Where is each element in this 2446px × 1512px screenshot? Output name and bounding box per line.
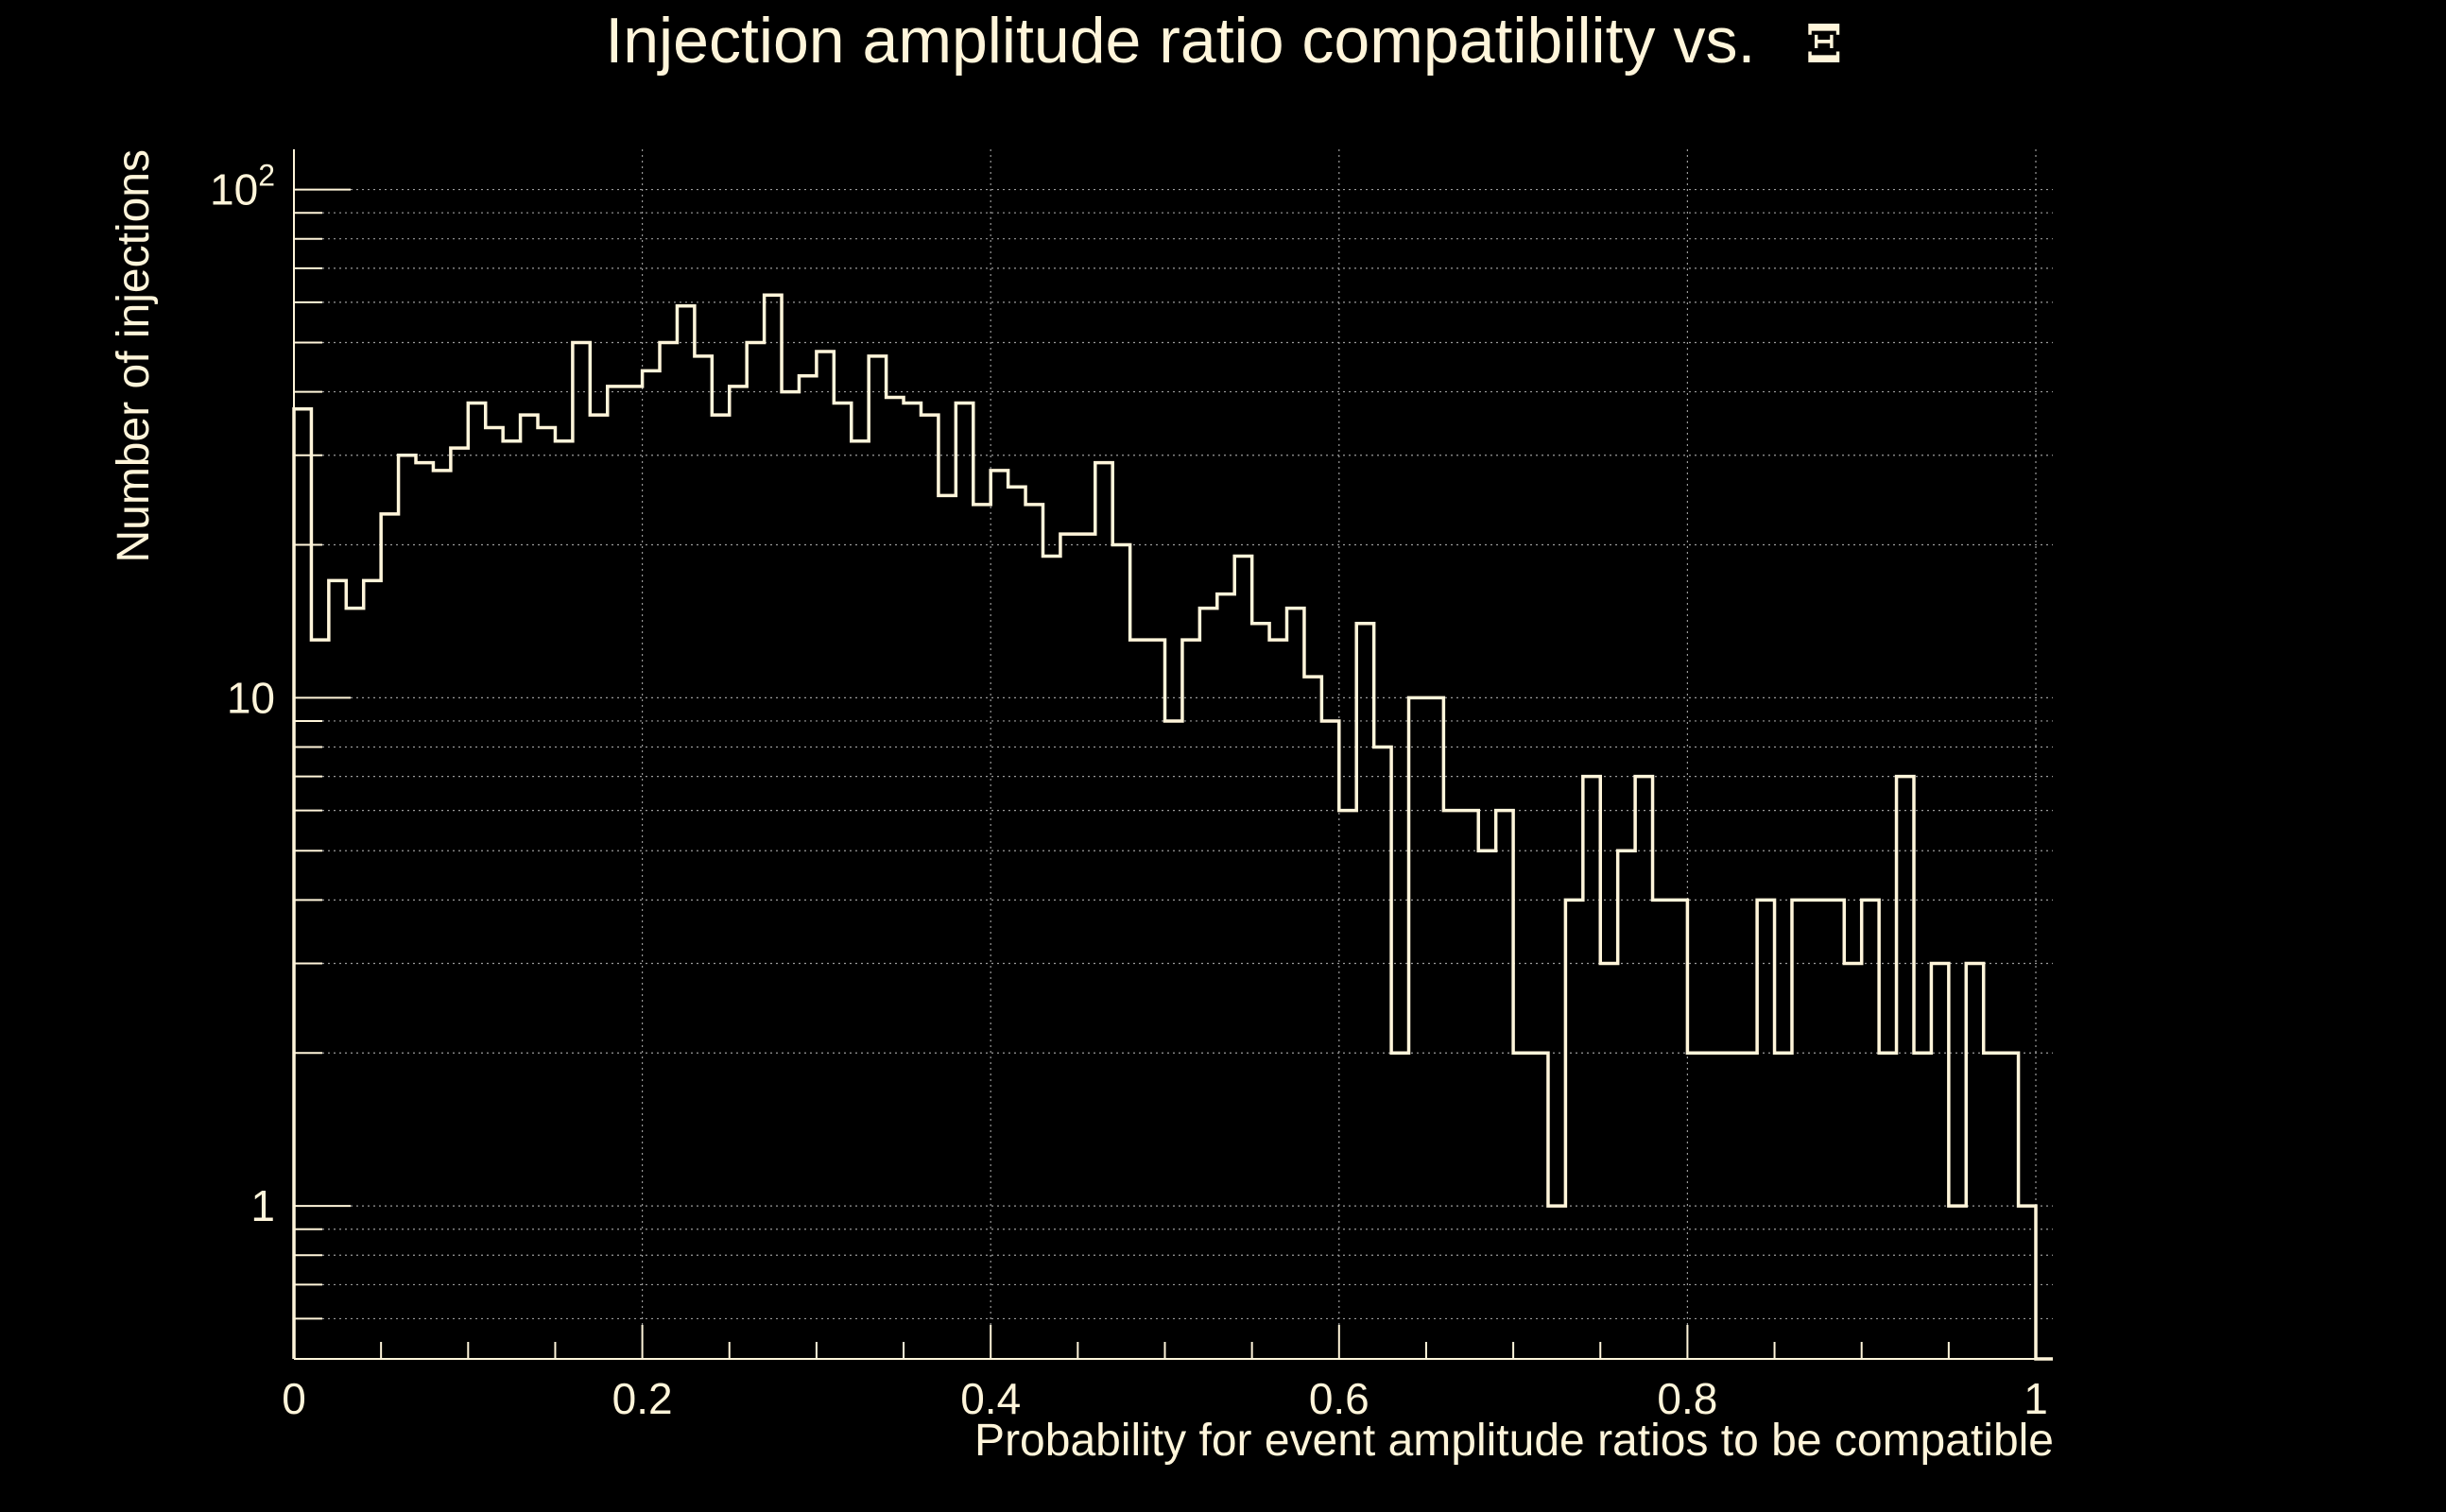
axis-ticks bbox=[293, 188, 2037, 1360]
x-tick-labels: 0 0.2 0.4 0.6 0.8 1 bbox=[282, 1374, 2048, 1423]
chart-title-symbol: Ξ bbox=[1805, 13, 1842, 76]
y-tick-label: 1 bbox=[250, 1181, 275, 1230]
y-axis-label: Number of injections bbox=[109, 149, 159, 563]
x-tick-label: 0 bbox=[282, 1374, 306, 1423]
chart-title-text: Injection amplitude ratio compatibility … bbox=[605, 5, 1755, 77]
x-tick-label: 0.2 bbox=[612, 1374, 673, 1423]
x-axis-label: Probability for event amplitude ratios t… bbox=[974, 1416, 2054, 1466]
x-tick-label: 1 bbox=[2024, 1374, 2048, 1423]
x-tick-label: 0.8 bbox=[1657, 1374, 1717, 1423]
x-tick-label: 0.6 bbox=[1309, 1374, 1369, 1423]
histogram-step-outline bbox=[292, 293, 2053, 1361]
y-tick-label: 102 bbox=[210, 159, 275, 215]
y-tick-label: 10 bbox=[227, 673, 275, 722]
chart-title: Injection amplitude ratio compatibility … bbox=[605, 5, 1842, 77]
y-tick-labels: 1 10 102 bbox=[210, 159, 275, 1231]
x-tick-label: 0.4 bbox=[960, 1374, 1021, 1423]
